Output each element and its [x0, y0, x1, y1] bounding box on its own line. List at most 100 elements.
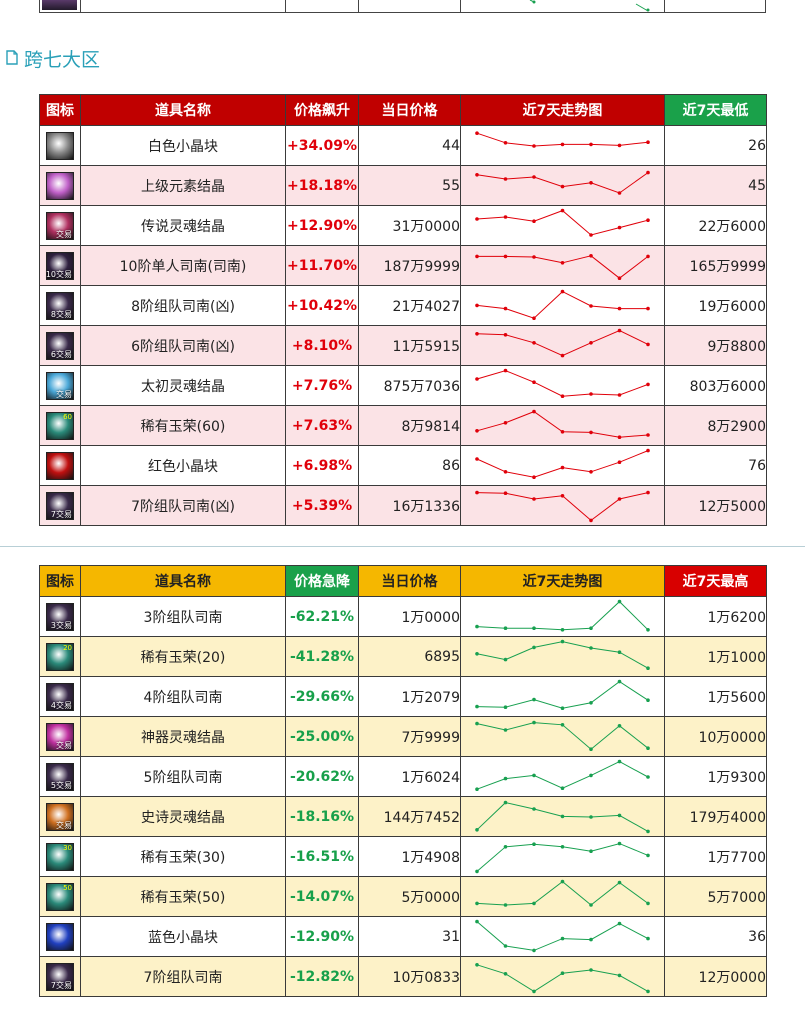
trend-point — [617, 973, 622, 977]
icon-level-label: 50 — [63, 883, 72, 892]
today-price: 31 — [358, 916, 461, 957]
item-icon-cell: 7交易 — [39, 956, 81, 997]
trend-point — [532, 379, 536, 384]
trend-point — [617, 723, 622, 728]
trend-chart-cell — [460, 876, 665, 917]
today-price: 31万0000 — [358, 205, 461, 246]
price-change: -25.00% — [285, 716, 359, 757]
price-change: +34.09% — [285, 125, 359, 166]
seven-day-extreme-price: 9万8800 — [664, 325, 767, 366]
price-change: +8.10% — [285, 325, 359, 366]
trend-point — [532, 474, 536, 479]
trend-point — [503, 420, 508, 425]
item-name: 稀有玉荣(50) — [80, 876, 286, 917]
trend-point — [617, 392, 622, 397]
trend-chart-cell — [460, 125, 665, 166]
trend-chart-cell — [460, 956, 665, 997]
trend-point — [503, 800, 508, 804]
trend-point — [475, 331, 479, 336]
seven-day-extreme-price: 45 — [664, 165, 767, 206]
red-crystal-icon — [46, 451, 74, 480]
trend-point — [475, 704, 479, 708]
lv6-team-compass-icon: 6交易 — [46, 331, 74, 360]
trend-point — [532, 806, 536, 811]
trend-point — [617, 459, 622, 464]
trend-point — [532, 143, 536, 148]
seven-day-extreme-price: 22万6000 — [664, 205, 767, 246]
today-price: 187万9999 — [358, 245, 461, 286]
price-change: +5.39% — [285, 485, 359, 526]
trend-point — [475, 827, 479, 832]
trend-sparkline — [475, 368, 650, 398]
price-change: +7.76% — [285, 365, 359, 406]
seven-day-extreme-price: 179万4000 — [664, 796, 767, 837]
trend-point — [560, 208, 565, 212]
trend-line — [476, 449, 649, 478]
trend-point — [617, 275, 622, 280]
trend-point — [617, 496, 622, 501]
item-name: 5阶组队司南 — [80, 756, 286, 797]
trend-point — [560, 353, 565, 357]
trend-point — [532, 948, 536, 952]
price-drop-table: 图标 道具名称 价格急降 当日价格 近7天走势图 近7天最高 3交易 3阶组队司南… — [39, 565, 767, 997]
lv7-team-compass-icon: 7交易 — [46, 962, 74, 991]
trend-line — [476, 760, 649, 790]
icon-trade-label: 交易 — [56, 229, 72, 239]
trend-point — [532, 409, 536, 413]
seven-day-extreme-price: 19万6000 — [664, 285, 767, 326]
trend-point — [589, 303, 593, 308]
trend-point — [475, 130, 479, 135]
trend-point — [475, 303, 479, 307]
item-icon-cell: 交易 — [39, 716, 81, 757]
trend-line — [476, 290, 648, 319]
trend-point — [646, 745, 650, 750]
blue-crystal-icon — [46, 922, 74, 951]
today-price: 1万6024 — [358, 756, 461, 797]
trend-line — [476, 209, 649, 236]
trend-point — [617, 328, 622, 332]
seven-day-extreme-price: 1万5600 — [664, 676, 767, 717]
trend-point — [560, 705, 565, 710]
artifact-soul-crystal-icon: 交易 — [46, 722, 74, 751]
item-icon-cell: 8交易 — [39, 285, 81, 326]
trend-point — [503, 943, 508, 948]
trend-sparkline — [475, 170, 650, 195]
primal-soul-crystal-icon: 交易 — [46, 371, 74, 400]
seven-day-extreme-price: 26 — [664, 125, 767, 166]
table-row: 7交易 7阶组队司南(凶) +5.39% 16万1336 12万5000 — [39, 485, 767, 526]
compass-item-icon — [42, 0, 77, 10]
trend-line — [476, 963, 649, 992]
trend-point — [646, 342, 650, 346]
trend-point — [532, 989, 536, 993]
trend-chart-cell — [460, 165, 665, 206]
table-row: 交易 神器灵魂结晶 -25.00% 7万9999 10万0000 — [39, 716, 767, 757]
price-change: -62.21% — [285, 596, 359, 637]
seven-day-extreme-price: 8万2900 — [664, 405, 767, 446]
trend-point — [560, 493, 565, 498]
trend-point — [475, 428, 479, 433]
icon-trade-label: 8交易 — [50, 309, 72, 319]
table-row: 7交易 7阶组队司南 -12.82% 10万0833 12万0000 — [39, 956, 767, 997]
seven-day-extreme-price: 1万7700 — [664, 836, 767, 877]
icon-trade-label: 交易 — [56, 820, 72, 830]
trend-point — [532, 773, 536, 777]
seven-day-extreme-price: 1万9300 — [664, 756, 767, 797]
trend-point — [532, 841, 536, 846]
trend-chart-cell — [460, 405, 665, 446]
header-today-price: 当日价格 — [358, 565, 461, 597]
table-header-row: 图标 道具名称 价格飙升 当日价格 近7天走势图 近7天最低 — [39, 94, 767, 126]
trend-point — [589, 645, 593, 650]
trend-sparkline — [475, 720, 650, 751]
icon-trade-label: 7交易 — [50, 980, 72, 990]
rare-jade-50-icon: 50 — [46, 882, 74, 911]
previous-table-fragment — [39, 0, 766, 13]
trend-point — [503, 368, 508, 372]
price-change: -12.82% — [285, 956, 359, 997]
trend-point — [503, 176, 508, 181]
trend-chart-cell — [460, 365, 665, 406]
table-row: 白色小晶块 +34.09% 44 26 — [39, 125, 767, 166]
icon-trade-label: 6交易 — [50, 349, 72, 359]
trend-point — [532, 254, 536, 259]
trend-point — [646, 382, 650, 386]
item-name: 稀有玉荣(20) — [80, 636, 286, 677]
